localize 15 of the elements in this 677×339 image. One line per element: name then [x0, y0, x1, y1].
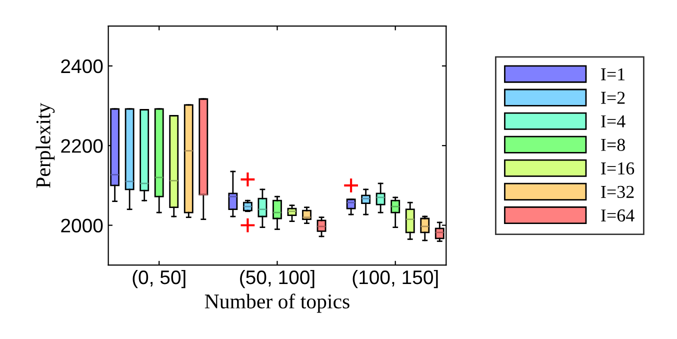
y-tick-label: 2400 [61, 59, 103, 74]
legend-label: I=1 [601, 68, 625, 80]
legend-label: I=2 [601, 92, 625, 104]
x-tick-label: (50, 100] [240, 270, 314, 288]
legend-label: I=8 [601, 138, 625, 151]
x-tick-label: (100, 150] [352, 270, 438, 288]
y-tick-label: 2000 [61, 218, 103, 232]
legend-label: I=4 [601, 115, 626, 128]
y-tick-label: 2200 [61, 139, 103, 153]
y-axis-title: Perplexity [36, 102, 55, 188]
legend-label: I=16 [601, 162, 634, 175]
legend-label: I=64 [601, 209, 634, 222]
x-axis-title: Number of topics [204, 294, 350, 313]
legend-label: I=32 [601, 186, 634, 198]
x-tick-label: (0, 50] [132, 270, 186, 288]
